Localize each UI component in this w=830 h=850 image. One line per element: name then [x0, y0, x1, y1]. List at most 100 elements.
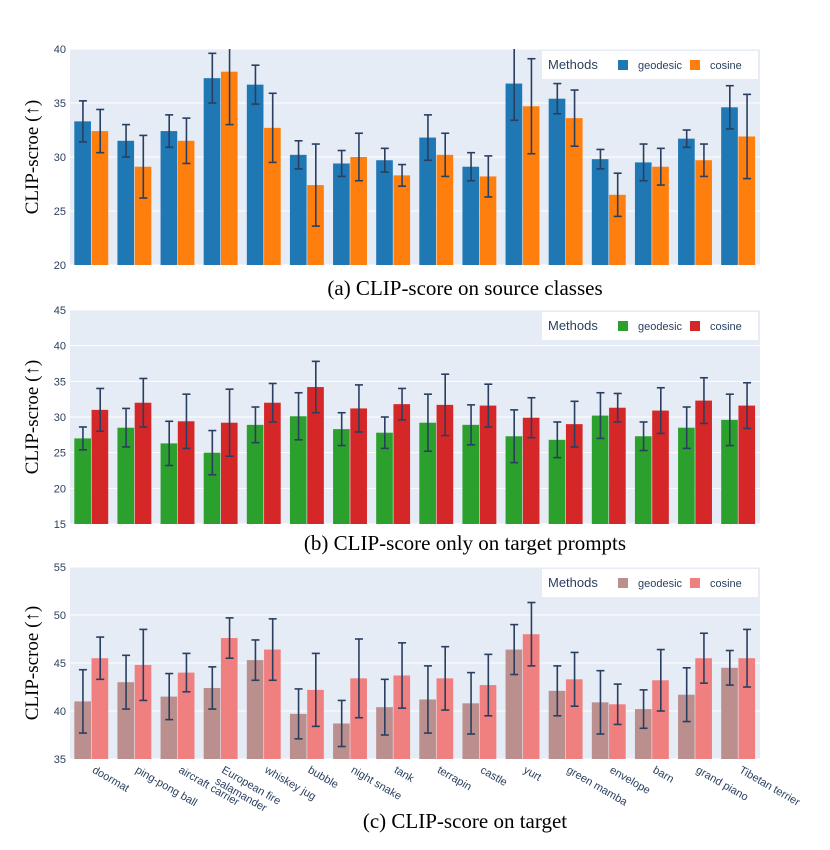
x-tick-label: barn [651, 764, 676, 785]
error-bar [311, 360, 320, 414]
y-tick-label: 35 [54, 98, 66, 110]
y-tick-label: 45 [54, 305, 66, 317]
error-bar [699, 143, 708, 178]
series-geodesic [74, 623, 738, 759]
y-tick-label: 50 [54, 610, 66, 622]
series-cosine [91, 360, 756, 524]
bar [117, 140, 135, 265]
error-bar [553, 665, 562, 717]
bar [436, 678, 454, 759]
bar [522, 417, 540, 524]
error-bar [354, 638, 363, 719]
legend-swatch [618, 578, 628, 588]
error-bar [122, 654, 131, 710]
error-bar [570, 400, 579, 448]
error-bar [682, 406, 691, 450]
error-bar [699, 376, 708, 425]
chart-1: 15 20 25 30 35 40 45 CLIP-scroe (↑) (b) CLIP-sco… [22, 305, 760, 555]
legend-swatch [690, 60, 700, 70]
error-bar [699, 632, 708, 684]
bar [565, 118, 583, 266]
bar [565, 679, 583, 759]
x-tick-label: doormat [90, 764, 131, 795]
bar [678, 427, 695, 524]
bar [91, 131, 109, 265]
legend-swatch [618, 60, 628, 70]
error-bar [294, 140, 303, 170]
error-bar [725, 84, 734, 130]
legend-title: Methods [548, 57, 598, 72]
x-tick-label: bubble [306, 764, 341, 791]
bar [738, 405, 756, 524]
bar [246, 660, 264, 759]
legend-entry: cosine [710, 578, 742, 590]
error-bar [182, 652, 191, 693]
bar [548, 690, 566, 759]
error-bar [510, 623, 519, 676]
error-bar [725, 393, 734, 447]
bar [695, 160, 712, 265]
error-bar [441, 132, 450, 178]
bar [220, 422, 238, 524]
bar [203, 78, 221, 265]
bar [479, 405, 497, 524]
series-cosine [91, 49, 756, 266]
error-bar [165, 420, 174, 467]
bar [721, 107, 738, 265]
bar [177, 140, 195, 265]
y-tick-label: 45 [54, 658, 66, 670]
y-tick-label: 35 [54, 376, 66, 388]
bar [591, 415, 609, 524]
bar [393, 175, 411, 265]
x-tick-label: tank [392, 764, 416, 785]
bar [177, 672, 195, 759]
y-tick-label: 20 [54, 483, 66, 495]
error-bar [354, 132, 363, 182]
bar [333, 163, 350, 265]
legend: Methods geodesic cosine [542, 312, 758, 340]
error-bar [527, 601, 536, 667]
y-tick-label: 15 [54, 519, 66, 531]
bar [609, 704, 626, 759]
legend-title: Methods [548, 575, 598, 590]
bar [134, 664, 152, 759]
error-bar [441, 645, 450, 711]
bar [738, 658, 756, 759]
bar [565, 424, 583, 524]
bar [117, 427, 135, 524]
y-tick-label: 30 [54, 152, 66, 164]
bar [220, 71, 238, 266]
bar [134, 402, 152, 524]
error-bar [268, 618, 277, 682]
chart-0: 20 25 30 35 40 CLIP-scroe (↑) (a) CLIP-score o… [22, 44, 760, 300]
error-bar [380, 147, 389, 173]
error-bar [165, 114, 174, 149]
legend-title: Methods [548, 318, 598, 333]
x-tick-label: castle [478, 764, 509, 789]
error-bar [596, 669, 605, 735]
error-bar [294, 391, 303, 441]
error-bar [553, 82, 562, 115]
error-bar [656, 386, 665, 435]
bar [134, 166, 152, 265]
legend-swatch [690, 578, 700, 588]
legend-entry: geodesic [638, 60, 683, 72]
x-tick-label: terrapin [435, 764, 473, 793]
error-bar [527, 396, 536, 439]
bar [738, 136, 756, 265]
x-tick-label: Tibetan terrier [737, 764, 802, 809]
error-bar [656, 147, 665, 186]
y-tick-label: 35 [54, 754, 66, 766]
y-axis-label: CLIP-scroe (↑) [22, 100, 43, 215]
y-tick-label: 55 [54, 562, 66, 574]
bar [548, 439, 566, 524]
error-bar [682, 666, 691, 723]
error-bar [553, 421, 562, 459]
bar [721, 667, 738, 759]
bar [246, 424, 264, 524]
error-bar [398, 642, 407, 709]
series-geodesic [74, 391, 738, 524]
error-bar [139, 628, 148, 702]
error-bar [398, 163, 407, 187]
